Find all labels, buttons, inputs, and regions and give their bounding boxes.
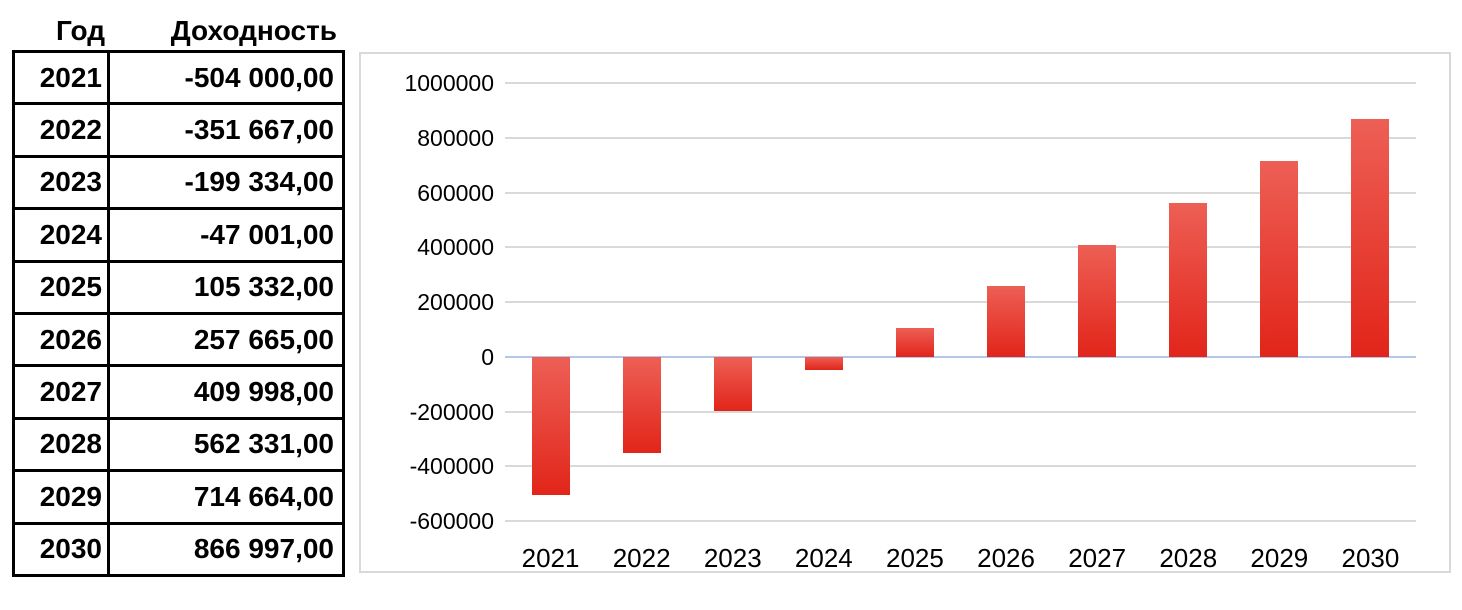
year-cell: 2028 <box>15 419 110 470</box>
value-cell: 714 664,00 <box>193 480 334 512</box>
gridline <box>505 246 1416 249</box>
table-row: 2030 866 997,00 <box>15 521 342 574</box>
y-axis-tick-label: 1000000 <box>404 70 494 96</box>
year-cell: 2024 <box>15 210 110 260</box>
table-row: 2026 257 665,00 <box>15 311 342 365</box>
x-axis-label-2026: 2026 <box>977 543 1035 573</box>
year-cell: 2029 <box>15 472 110 522</box>
y-axis-tick-label: 600000 <box>417 179 494 206</box>
bar-2028 <box>1169 202 1208 357</box>
y-axis-tick-label: -400000 <box>409 453 494 480</box>
gridline <box>505 301 1416 303</box>
table-row: 2023 -199 334,00 <box>15 154 342 208</box>
year-cell: 2030 <box>15 524 110 574</box>
value-cell: -351 667,00 <box>184 114 334 146</box>
value-cell: -199 334,00 <box>184 166 334 198</box>
bar-chart: 1000000 800000 600000 400000 200000 0 -200000 -… <box>359 52 1451 573</box>
table-header-value: Доходность <box>170 15 337 46</box>
table-row: 2021 -504 000,00 <box>15 53 342 103</box>
table-header-year: Год <box>56 15 105 46</box>
table-header-row: Год Доходность <box>12 6 345 50</box>
table-row: 2025 105 332,00 <box>15 259 342 312</box>
gridline <box>505 465 1416 468</box>
year-cell: 2025 <box>15 262 110 312</box>
x-axis-label-2027: 2027 <box>1068 543 1127 573</box>
bar-2027 <box>1078 244 1117 357</box>
table-row: 2027 409 998,00 <box>15 364 342 417</box>
gridline <box>505 410 1416 413</box>
x-axis-label-2021: 2021 <box>521 543 580 573</box>
table-row: 2028 562 331,00 <box>15 416 342 470</box>
year-cell: 2022 <box>15 105 110 155</box>
year-cell: 2026 <box>15 314 110 365</box>
bar-2021 <box>531 356 570 495</box>
x-axis-label-2029: 2029 <box>1250 543 1309 573</box>
value-cell: 105 332,00 <box>193 271 334 303</box>
bar-2030 <box>1351 119 1390 357</box>
y-axis-tick-label: 0 <box>481 343 494 370</box>
bar-2022 <box>622 356 661 454</box>
x-axis-label-2030: 2030 <box>1341 543 1400 573</box>
gridline <box>505 136 1416 139</box>
zero-axis-line <box>505 355 1416 358</box>
bar-2025 <box>895 327 934 357</box>
bar-2024 <box>804 356 843 370</box>
value-cell: 409 998,00 <box>193 376 334 408</box>
bar-2026 <box>987 286 1026 357</box>
gridline <box>505 82 1416 84</box>
returns-table: Год Доходность 2021 -504 000,00 2022 -351 6… <box>12 6 345 577</box>
table-row: 2022 -351 667,00 <box>15 102 342 155</box>
year-cell: 2027 <box>15 367 110 417</box>
bar-2029 <box>1260 161 1299 357</box>
x-axis-label-2028: 2028 <box>1159 543 1218 573</box>
y-axis-tick-label: 800000 <box>417 124 494 151</box>
y-axis-tick-label: -200000 <box>409 398 494 425</box>
y-axis-tick-label: -600000 <box>409 508 494 534</box>
x-axis-label-2024: 2024 <box>794 543 853 573</box>
value-cell: 257 665,00 <box>193 323 334 355</box>
x-axis-label-2022: 2022 <box>612 543 671 573</box>
table-row: 2029 714 664,00 <box>15 469 342 522</box>
year-cell: 2021 <box>15 53 110 103</box>
gridline <box>505 520 1416 522</box>
year-cell: 2023 <box>15 157 110 208</box>
table-body: 2021 -504 000,00 2022 -351 667,00 2023 -199 3… <box>12 50 345 577</box>
value-cell: -47 001,00 <box>200 218 334 250</box>
gridline <box>505 191 1416 194</box>
value-cell: 866 997,00 <box>193 533 334 565</box>
bar-2023 <box>713 356 752 412</box>
y-axis-tick-label: 400000 <box>417 234 494 261</box>
value-cell: 562 331,00 <box>193 428 334 460</box>
value-cell: -504 000,00 <box>184 61 334 93</box>
table-row: 2024 -47 001,00 <box>15 207 342 260</box>
x-axis-label-2025: 2025 <box>886 543 944 573</box>
x-axis-label-2023: 2023 <box>703 543 762 573</box>
y-axis-tick-label: 200000 <box>417 289 494 315</box>
